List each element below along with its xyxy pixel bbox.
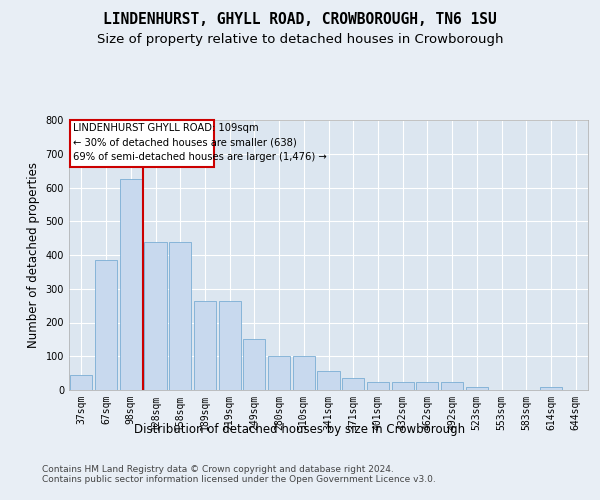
Bar [416, 382, 439, 390]
Bar [466, 386, 488, 390]
Text: Contains HM Land Registry data © Crown copyright and database right 2024.
Contai: Contains HM Land Registry data © Crown c… [42, 465, 436, 484]
Bar [145, 242, 167, 390]
Bar [367, 382, 389, 390]
Bar [119, 179, 142, 390]
Bar [95, 260, 117, 390]
Bar [392, 382, 414, 390]
Y-axis label: Number of detached properties: Number of detached properties [27, 162, 40, 348]
Bar [540, 386, 562, 390]
Bar [342, 378, 364, 390]
Bar [268, 356, 290, 390]
Bar [293, 356, 315, 390]
Text: LINDENHURST GHYLL ROAD: 109sqm
← 30% of detached houses are smaller (638)
69% of: LINDENHURST GHYLL ROAD: 109sqm ← 30% of … [73, 122, 327, 162]
Bar [243, 340, 265, 390]
Bar [70, 375, 92, 390]
Bar [317, 372, 340, 390]
Bar [441, 382, 463, 390]
Bar [218, 300, 241, 390]
Text: Size of property relative to detached houses in Crowborough: Size of property relative to detached ho… [97, 32, 503, 46]
Text: Distribution of detached houses by size in Crowborough: Distribution of detached houses by size … [134, 422, 466, 436]
Bar [194, 300, 216, 390]
Bar [169, 242, 191, 390]
FancyBboxPatch shape [70, 120, 214, 167]
Text: LINDENHURST, GHYLL ROAD, CROWBOROUGH, TN6 1SU: LINDENHURST, GHYLL ROAD, CROWBOROUGH, TN… [103, 12, 497, 28]
